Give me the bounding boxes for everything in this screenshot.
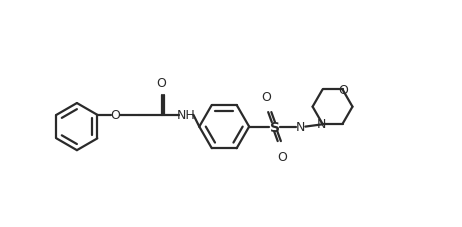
Text: N: N bbox=[317, 118, 326, 131]
Text: S: S bbox=[269, 120, 280, 134]
Text: O: O bbox=[339, 84, 348, 96]
Text: N: N bbox=[296, 121, 305, 133]
Text: O: O bbox=[261, 91, 271, 104]
Text: O: O bbox=[110, 109, 121, 122]
Text: NH: NH bbox=[177, 109, 195, 122]
Text: O: O bbox=[157, 77, 167, 90]
Text: O: O bbox=[278, 151, 288, 163]
